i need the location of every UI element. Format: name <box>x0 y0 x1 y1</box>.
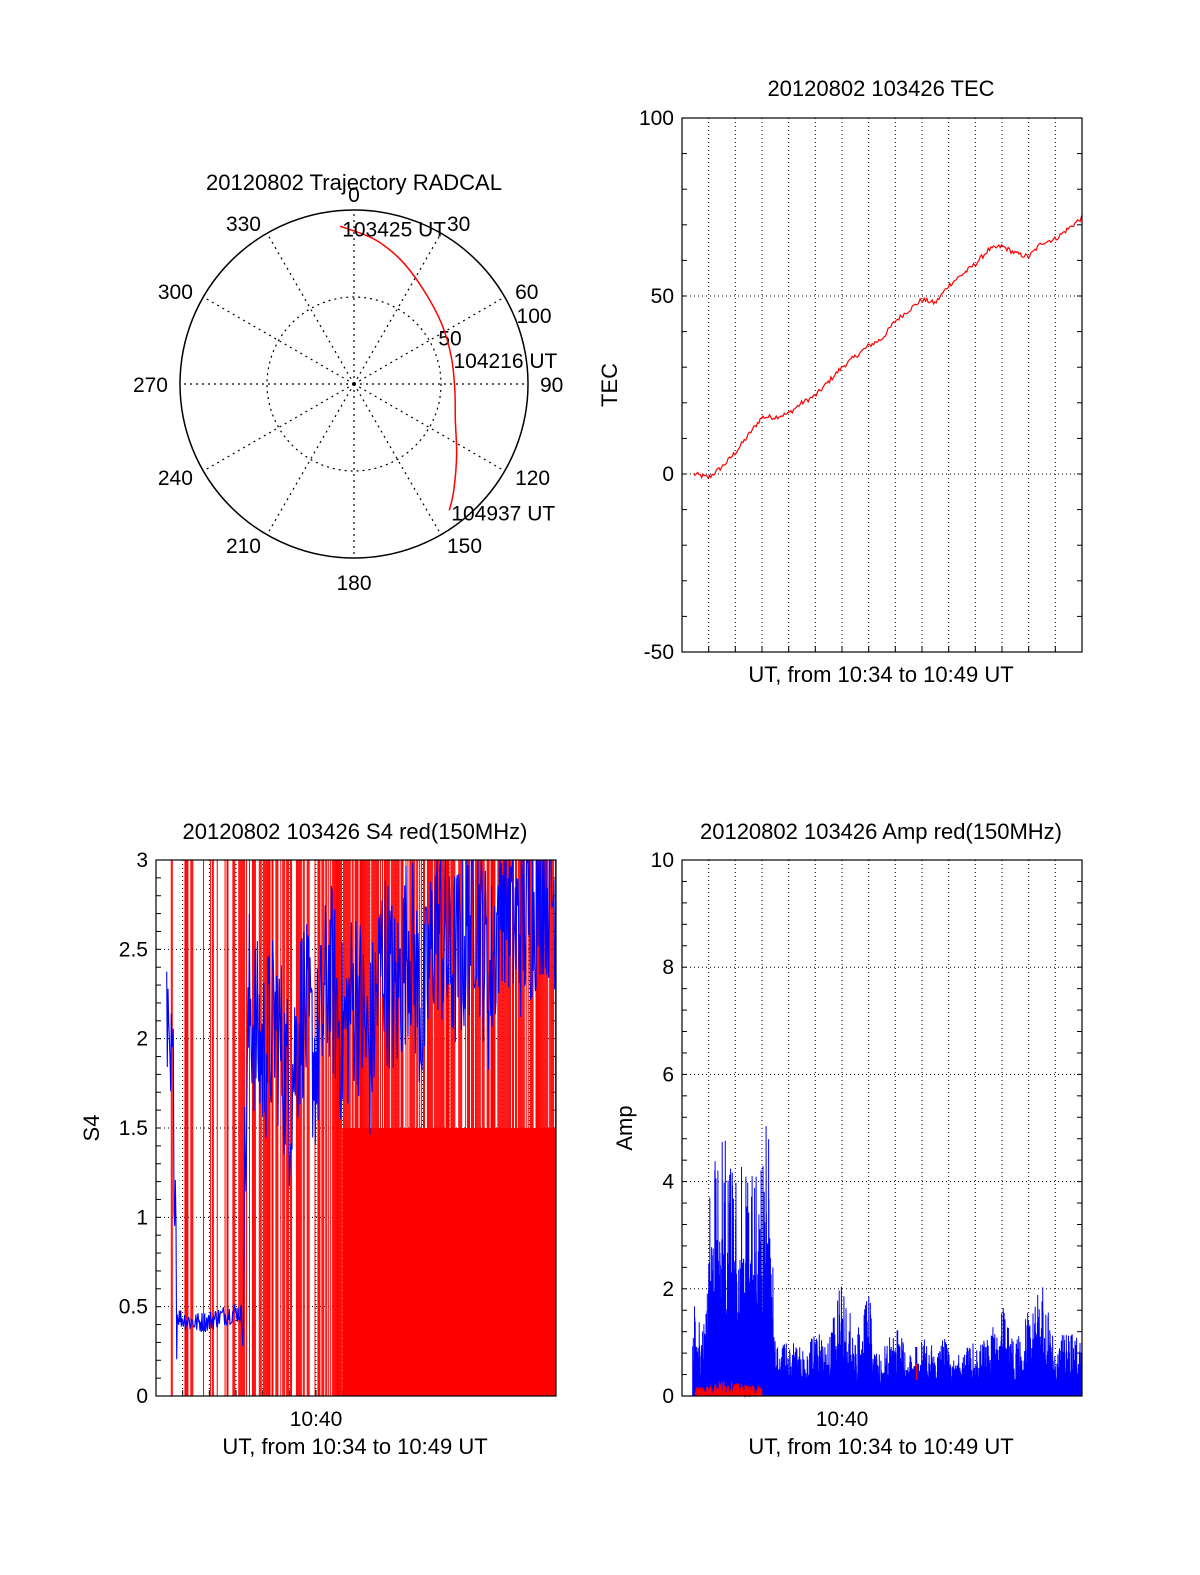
s4-x-tick-labels: 10:40 <box>290 1408 343 1431</box>
polar-azimuth-label: 150 <box>447 535 482 558</box>
trajectory-line <box>339 225 458 511</box>
s4-plot-frame <box>155 859 557 1397</box>
amp-grid <box>682 859 1082 1397</box>
polar-spoke <box>203 383 355 472</box>
amp-series <box>692 1126 1083 1398</box>
y-tick-label: 8 <box>662 956 674 979</box>
amp-x-tick-labels: 10:40 <box>816 1408 869 1431</box>
s4-y-axis-label: S4 <box>79 1115 104 1142</box>
s4-title: 20120802 103426 S4 red(150MHz) <box>183 819 528 844</box>
tec-title: 20120802 103426 TEC <box>767 76 994 101</box>
y-tick-label: 2 <box>662 1278 674 1301</box>
tec-grid <box>682 117 1082 653</box>
polar-radial-label: 100 <box>517 305 552 328</box>
y-tick-label: 2.5 <box>119 938 148 961</box>
polar-azimuth-label: 120 <box>515 467 550 490</box>
polar-radial-labels: 50 100 <box>438 305 551 351</box>
tec-panel: 20120802 103426 TEC -50 0 50 100 UT, from 1… <box>597 76 1083 687</box>
polar-azimuth-labels: 0 30 60 90 120 150 180 210 240 270 300 330 <box>133 184 563 595</box>
amp-y-tick-labels: 0 2 4 6 8 10 <box>651 849 675 1408</box>
tec-line <box>693 215 1083 480</box>
y-tick-label: 2 <box>136 1028 148 1051</box>
tec-y-tick-labels: -50 0 50 100 <box>639 107 674 664</box>
polar-spoke <box>353 383 505 472</box>
y-tick-label: 1.5 <box>119 1117 148 1140</box>
polar-azimuth-label: 0 <box>348 184 360 207</box>
s4-y-tick-labels: 0 0.5 1 1.5 2 2.5 3 <box>119 849 148 1408</box>
y-tick-label: 10 <box>651 849 674 872</box>
y-tick-label: 100 <box>639 107 674 130</box>
polar-outer-circle <box>179 209 529 559</box>
polar-azimuth-label: 60 <box>515 281 538 304</box>
y-tick-label: 0 <box>136 1385 148 1408</box>
trajectory-path <box>339 225 458 511</box>
trajectory-annotations: 103425 UT 104216 UT 104937 UT <box>342 218 557 525</box>
trajectory-title: 20120802 Trajectory RADCAL <box>206 170 502 195</box>
s4-x-axis-label: UT, from 10:34 to 10:49 UT <box>222 1434 487 1459</box>
polar-azimuth-label: 90 <box>540 374 563 397</box>
tec-y-axis-label: TEC <box>597 363 622 407</box>
y-tick-label: 6 <box>662 1063 674 1086</box>
y-tick-label: 1 <box>136 1206 148 1229</box>
polar-azimuth-label: 210 <box>226 535 261 558</box>
polar-azimuth-label: 330 <box>226 213 261 236</box>
amp-red-line <box>694 1381 763 1398</box>
polar-spoke <box>266 233 355 385</box>
amp-plot-frame <box>681 859 1083 1397</box>
amp-blue-line <box>692 1126 1083 1397</box>
polar-azimuth-label: 240 <box>158 467 193 490</box>
s4-series <box>166 859 557 1396</box>
polar-azimuth-label: 30 <box>447 213 470 236</box>
trajectory-annotation: 104216 UT <box>453 350 557 373</box>
polar-spoke <box>353 296 505 385</box>
polar-grid <box>179 209 529 559</box>
y-tick-label: 4 <box>662 1171 674 1194</box>
amp-y-axis-label: Amp <box>612 1105 637 1150</box>
y-tick-label: 3 <box>136 849 148 872</box>
trajectory-panel: 20120802 Trajectory RADCAL 0 30 60 90 120 150… <box>133 170 563 595</box>
polar-radial-label: 50 <box>438 327 461 350</box>
y-tick-label: 0.5 <box>119 1296 148 1319</box>
polar-spoke <box>203 296 355 385</box>
amp-title: 20120802 103426 Amp red(150MHz) <box>700 819 1062 844</box>
polar-azimuth-label: 270 <box>133 374 168 397</box>
y-tick-label: 0 <box>662 463 674 486</box>
tec-plot-frame <box>681 117 1083 653</box>
polar-spoke <box>353 383 442 535</box>
y-tick-label: 50 <box>651 285 674 308</box>
amp-x-axis-label: UT, from 10:34 to 10:49 UT <box>748 1434 1013 1459</box>
amp-panel: 20120802 103426 Amp red(150MHz) 0246810 … <box>612 819 1083 1459</box>
y-tick-label: -50 <box>644 641 674 664</box>
x-tick-label: 10:40 <box>816 1408 869 1431</box>
trajectory-annotation: 104937 UT <box>451 502 555 525</box>
trajectory-annotation: 103425 UT <box>342 218 446 241</box>
polar-azimuth-label: 180 <box>336 572 371 595</box>
s4-blue-line <box>166 859 557 1360</box>
tec-series <box>693 215 1083 480</box>
polar-radial-ring <box>266 296 442 472</box>
s4-panel: 20120802 103426 S4 red(150MHz) 0 0.5 1 1.5 2… <box>79 819 557 1459</box>
tec-x-axis-label: UT, from 10:34 to 10:49 UT <box>748 662 1013 687</box>
polar-azimuth-label: 300 <box>158 281 193 304</box>
polar-spoke <box>353 233 442 385</box>
y-tick-label: 0 <box>662 1385 674 1408</box>
x-tick-label: 10:40 <box>290 1408 343 1431</box>
polar-spoke <box>266 383 355 535</box>
